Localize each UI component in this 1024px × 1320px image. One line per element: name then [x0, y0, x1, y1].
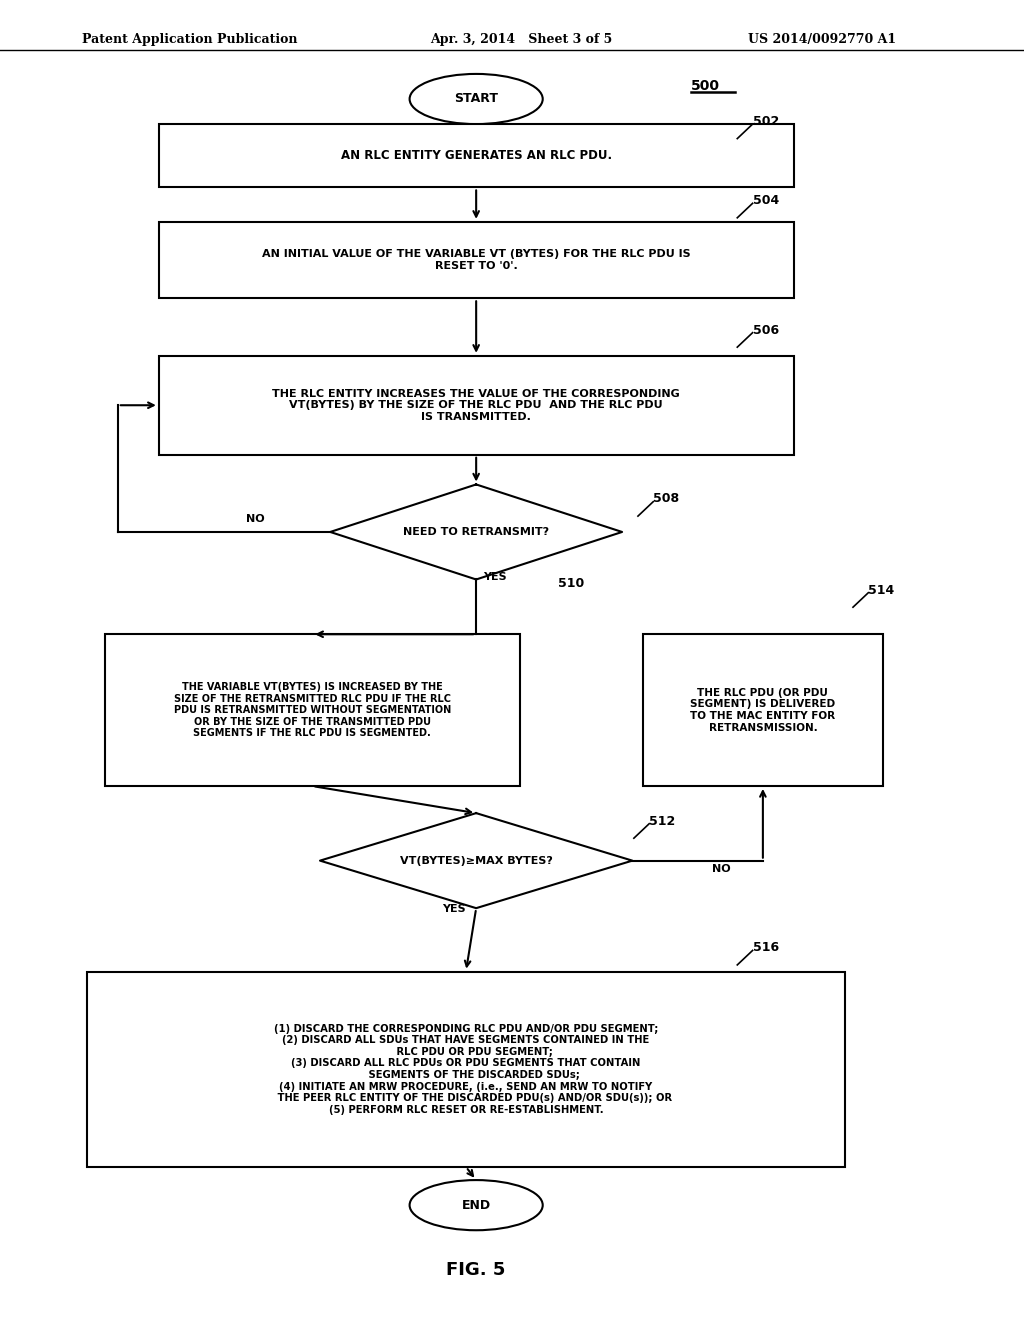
Text: 510: 510 — [558, 577, 585, 590]
Polygon shape — [330, 484, 623, 579]
Text: 512: 512 — [649, 814, 676, 828]
Text: 508: 508 — [653, 492, 680, 506]
Text: 516: 516 — [753, 941, 779, 954]
FancyBboxPatch shape — [159, 222, 794, 298]
Text: THE RLC PDU (OR PDU
SEGMENT) IS DELIVERED
TO THE MAC ENTITY FOR
RETRANSMISSION.: THE RLC PDU (OR PDU SEGMENT) IS DELIVERE… — [690, 688, 836, 733]
Text: THE VARIABLE VT(BYTES) IS INCREASED BY THE
SIZE OF THE RETRANSMITTED RLC PDU IF : THE VARIABLE VT(BYTES) IS INCREASED BY T… — [174, 682, 451, 738]
Text: AN RLC ENTITY GENERATES AN RLC PDU.: AN RLC ENTITY GENERATES AN RLC PDU. — [341, 149, 611, 162]
Ellipse shape — [410, 1180, 543, 1230]
Text: END: END — [462, 1199, 490, 1212]
Text: THE RLC ENTITY INCREASES THE VALUE OF THE CORRESPONDING
VT(BYTES) BY THE SIZE OF: THE RLC ENTITY INCREASES THE VALUE OF TH… — [272, 388, 680, 422]
Text: 500: 500 — [691, 79, 720, 92]
Text: NEED TO RETRANSMIT?: NEED TO RETRANSMIT? — [403, 527, 549, 537]
Text: (1) DISCARD THE CORRESPONDING RLC PDU AND/OR PDU SEGMENT;
(2) DISCARD ALL SDUs T: (1) DISCARD THE CORRESPONDING RLC PDU AN… — [260, 1023, 672, 1115]
FancyBboxPatch shape — [159, 356, 794, 454]
Text: 506: 506 — [753, 323, 779, 337]
Text: NO: NO — [246, 513, 264, 524]
Text: YES: YES — [483, 572, 507, 582]
FancyBboxPatch shape — [643, 634, 883, 785]
Text: Apr. 3, 2014   Sheet 3 of 5: Apr. 3, 2014 Sheet 3 of 5 — [430, 33, 612, 46]
Text: AN INITIAL VALUE OF THE VARIABLE VT (BYTES) FOR THE RLC PDU IS
RESET TO '0'.: AN INITIAL VALUE OF THE VARIABLE VT (BYT… — [262, 249, 690, 271]
Text: FIG. 5: FIG. 5 — [446, 1261, 506, 1279]
Text: 514: 514 — [868, 583, 895, 597]
FancyBboxPatch shape — [159, 124, 794, 187]
FancyBboxPatch shape — [87, 972, 845, 1167]
Ellipse shape — [410, 74, 543, 124]
Text: US 2014/0092770 A1: US 2014/0092770 A1 — [748, 33, 896, 46]
Text: NO: NO — [712, 863, 730, 874]
Text: 504: 504 — [753, 194, 779, 207]
FancyBboxPatch shape — [104, 634, 520, 785]
Polygon shape — [319, 813, 633, 908]
Text: YES: YES — [442, 904, 466, 915]
Text: START: START — [455, 92, 498, 106]
Text: VT(BYTES)≥MAX BYTES?: VT(BYTES)≥MAX BYTES? — [399, 855, 553, 866]
Text: 502: 502 — [753, 115, 779, 128]
Text: Patent Application Publication: Patent Application Publication — [82, 33, 297, 46]
